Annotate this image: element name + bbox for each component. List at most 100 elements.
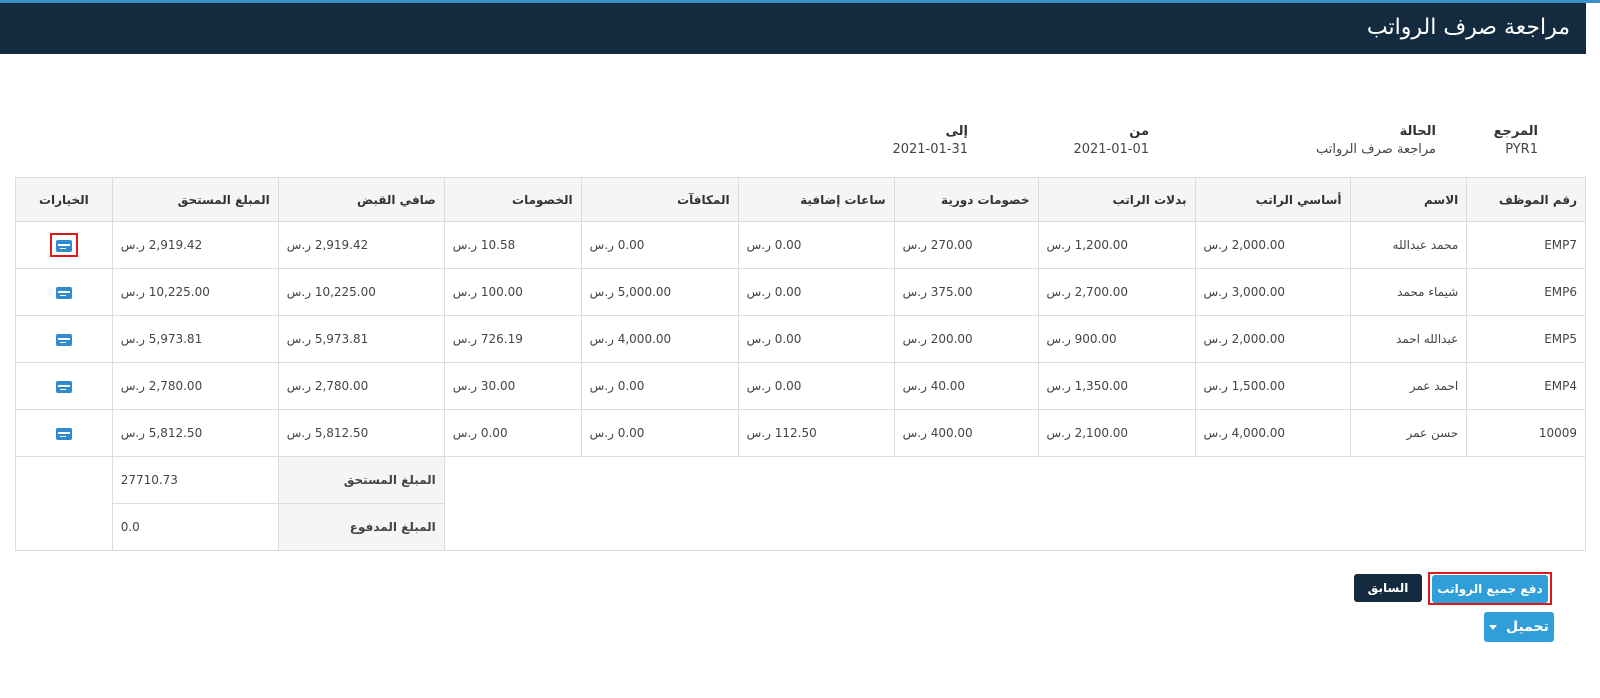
cell-overtime: 0.00 ر.س bbox=[737, 221, 895, 269]
card-icon bbox=[55, 239, 72, 252]
cell-basic: 2,000.00 ر.س bbox=[1194, 315, 1351, 363]
cell-allowances: 900.00 ر.س bbox=[1037, 315, 1196, 363]
cell-net: 5,812.50 ر.س bbox=[277, 409, 445, 457]
page-title: مراجعة صرف الرواتب bbox=[1366, 15, 1570, 40]
cell-deductions: 726.19 ر.س bbox=[443, 315, 582, 363]
cell-emp-no: EMP5 bbox=[1466, 315, 1586, 363]
cell-emp-no: EMP6 bbox=[1466, 268, 1586, 316]
table-row: EMP7 محمد عبدالله 2,000.00 ر.س 1,200.00 … bbox=[15, 221, 1586, 269]
cell-options bbox=[15, 362, 113, 410]
totals-row-paid: المبلغ المدفوع 0.0 bbox=[16, 503, 1586, 551]
cell-deductions: 0.00 ر.س bbox=[443, 409, 582, 457]
pay-option-button[interactable] bbox=[52, 329, 76, 349]
total-due-label: المبلغ المستحق bbox=[277, 456, 445, 504]
totals-options-spacer bbox=[15, 456, 113, 551]
table-header-row: رقم الموظف الاسم أساسي الراتب بدلات الرا… bbox=[15, 177, 1586, 222]
from-value: 2021-01-01 bbox=[1073, 142, 1149, 157]
col-overtime: ساعات إضافية bbox=[737, 177, 895, 222]
table-row: 10009 حسن عمر 4,000.00 ر.س 2,100.00 ر.س … bbox=[15, 409, 1586, 457]
col-emp-no: رقم الموظف bbox=[1466, 177, 1586, 222]
cell-emp-no: EMP7 bbox=[1466, 221, 1586, 269]
cell-overtime: 0.00 ر.س bbox=[737, 362, 895, 410]
page-header: مراجعة صرف الرواتب bbox=[0, 3, 1586, 54]
col-options: الخيارات bbox=[15, 177, 113, 222]
cell-due: 2,919.42 ر.س bbox=[111, 221, 279, 269]
caret-down-icon bbox=[1489, 624, 1498, 630]
cell-net: 10,225.00 ر.س bbox=[277, 268, 445, 316]
cell-allowances: 2,700.00 ر.س bbox=[1037, 268, 1196, 316]
cell-allowances: 2,100.00 ر.س bbox=[1037, 409, 1196, 457]
reference-info: المرجع PYR1 bbox=[1494, 124, 1538, 159]
top-accent-line bbox=[0, 0, 1600, 3]
cell-periodic: 400.00 ر.س bbox=[893, 409, 1039, 457]
cell-periodic: 375.00 ر.س bbox=[893, 268, 1039, 316]
cell-net: 2,780.00 ر.س bbox=[277, 362, 445, 410]
reference-value: PYR1 bbox=[1505, 142, 1538, 157]
to-label: إلى bbox=[945, 124, 969, 139]
cell-options bbox=[15, 268, 113, 316]
payroll-table: رقم الموظف الاسم أساسي الراتب بدلات الرا… bbox=[15, 177, 1587, 551]
total-due-value: 27710.73 bbox=[111, 456, 279, 504]
pay-option-button[interactable] bbox=[49, 233, 78, 257]
cell-due: 2,780.00 ر.س bbox=[111, 362, 279, 410]
card-icon bbox=[55, 380, 72, 393]
col-name: الاسم bbox=[1349, 177, 1468, 222]
pay-option-button[interactable] bbox=[52, 423, 76, 443]
status-value: مراجعة صرف الرواتب bbox=[1316, 142, 1436, 157]
download-dropdown-button[interactable]: تحميل bbox=[1484, 612, 1554, 642]
previous-button[interactable]: السابق bbox=[1354, 574, 1422, 602]
col-due: المبلغ المستحق bbox=[111, 177, 279, 222]
cell-periodic: 270.00 ر.س bbox=[893, 221, 1039, 269]
status-label: الحالة bbox=[1399, 124, 1436, 139]
reference-label: المرجع bbox=[1493, 124, 1538, 139]
cell-overtime: 112.50 ر.س bbox=[737, 409, 895, 457]
cell-name: محمد عبدالله bbox=[1349, 221, 1468, 269]
cell-emp-no: 10009 bbox=[1466, 409, 1586, 457]
cell-net: 5,973.81 ر.س bbox=[277, 315, 445, 363]
cell-due: 5,973.81 ر.س bbox=[111, 315, 279, 363]
pay-all-button[interactable]: دفع جميع الرواتب bbox=[1432, 575, 1548, 603]
cell-bonuses: 0.00 ر.س bbox=[580, 221, 739, 269]
cell-options bbox=[15, 315, 113, 363]
cell-bonuses: 5,000.00 ر.س bbox=[580, 268, 739, 316]
status-info: الحالة مراجعة صرف الرواتب bbox=[1316, 124, 1436, 159]
cell-name: شيماء محمد bbox=[1349, 268, 1468, 316]
cell-name: عبدالله احمد bbox=[1349, 315, 1468, 363]
col-periodic: خصومات دورية bbox=[893, 177, 1039, 222]
card-icon bbox=[55, 333, 72, 346]
cell-overtime: 0.00 ر.س bbox=[737, 315, 895, 363]
table-row: EMP5 عبدالله احمد 2,000.00 ر.س 900.00 ر.… bbox=[15, 315, 1586, 363]
from-info: من 2021-01-01 bbox=[1073, 124, 1149, 159]
card-icon bbox=[55, 286, 72, 299]
from-label: من bbox=[1129, 124, 1149, 139]
to-value: 2021-01-31 bbox=[892, 142, 968, 157]
cell-due: 5,812.50 ر.س bbox=[111, 409, 279, 457]
cell-basic: 4,000.00 ر.س bbox=[1194, 409, 1351, 457]
col-bonuses: المكافآت bbox=[580, 177, 739, 222]
download-label: تحميل bbox=[1505, 619, 1549, 635]
cell-name: حسن عمر bbox=[1349, 409, 1468, 457]
cell-name: احمد عمر bbox=[1349, 362, 1468, 410]
cell-periodic: 40.00 ر.س bbox=[893, 362, 1039, 410]
pay-option-button[interactable] bbox=[52, 376, 76, 396]
cell-options bbox=[15, 221, 113, 269]
cell-periodic: 200.00 ر.س bbox=[893, 315, 1039, 363]
col-net: صافي القبض bbox=[277, 177, 445, 222]
cell-bonuses: 4,000.00 ر.س bbox=[580, 315, 739, 363]
cell-deductions: 30.00 ر.س bbox=[443, 362, 582, 410]
cell-allowances: 1,200.00 ر.س bbox=[1037, 221, 1196, 269]
pay-all-highlight: دفع جميع الرواتب bbox=[1428, 572, 1552, 605]
table-row: EMP6 شيماء محمد 3,000.00 ر.س 2,700.00 ر.… bbox=[15, 268, 1586, 316]
cell-basic: 1,500.00 ر.س bbox=[1194, 362, 1351, 410]
cell-bonuses: 0.00 ر.س bbox=[580, 362, 739, 410]
card-icon bbox=[55, 427, 72, 440]
cell-basic: 3,000.00 ر.س bbox=[1194, 268, 1351, 316]
total-paid-value: 0.0 bbox=[111, 503, 279, 551]
col-basic: أساسي الراتب bbox=[1194, 177, 1351, 222]
pay-option-button[interactable] bbox=[52, 282, 76, 302]
cell-deductions: 100.00 ر.س bbox=[443, 268, 582, 316]
cell-allowances: 1,350.00 ر.س bbox=[1037, 362, 1196, 410]
cell-due: 10,225.00 ر.س bbox=[111, 268, 279, 316]
table-row: EMP4 احمد عمر 1,500.00 ر.س 1,350.00 ر.س … bbox=[15, 362, 1586, 410]
cell-emp-no: EMP4 bbox=[1466, 362, 1586, 410]
